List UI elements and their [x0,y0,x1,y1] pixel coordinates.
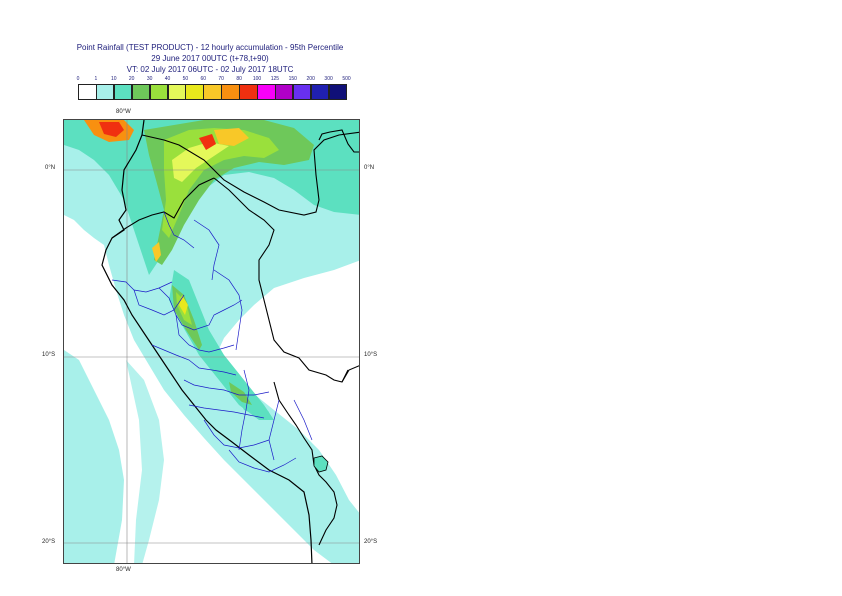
rain-field-medium-2 [169,270,274,420]
legend-tick-label: 125 [270,76,280,82]
legend-swatch [221,84,240,100]
title-line-2: 29 June 2017 00UTC (t+78,t+90) [151,54,269,63]
legend-swatch [257,84,276,100]
border-ecuador-colombia [141,131,359,216]
legend-tick-label: 500 [342,76,351,82]
border-peru-bolivia [273,381,338,546]
legend-swatch [328,84,348,100]
legend-swatch [185,84,204,100]
legend-tick-label: 40 [164,76,171,82]
legend-swatch [239,84,258,100]
legend-swatch [131,84,151,100]
rainfall-map [63,119,360,564]
lat-label-right-0: 0°N [364,165,375,171]
legend-swatch [95,84,115,100]
title-line-1: Point Rainfall (TEST PRODUCT) - 12 hourl… [76,43,344,52]
lat-label-right-20s: 20°S [364,539,378,545]
legend-tick-label: 150 [288,76,297,82]
lat-label-left-20s: 20°S [42,539,56,545]
rain-field-orange [152,242,161,262]
legend-swatch [310,84,330,100]
rain-field-yellow [172,142,229,182]
lat-label-left-10s: 10°S [42,352,56,358]
legend-swatch [203,84,222,100]
legend-swatch [292,84,312,100]
lake-titicaca [313,455,329,473]
legend-tick-label: 80 [236,76,242,82]
legend-tick-label: 200 [306,76,315,82]
legend-tick-label: 0 [76,76,80,82]
legend-tick-label: 50 [182,76,189,82]
rain-field-red-ne [199,134,216,150]
rain-field-medium-east [326,120,359,210]
regional-borders [111,211,313,473]
legend-swatch [167,84,186,100]
legend-tick-label: 300 [324,76,333,82]
legend-swatch [78,84,97,100]
lon-label-bottom: 80°W [116,567,131,573]
border-bolivia-brazil [341,365,359,383]
legend-tick-label: 10 [111,76,117,82]
rain-ocean-band-2 [126,360,164,563]
legend-tick-label: 20 [128,76,135,82]
title-line-3: VT: 02 July 2017 06UTC - 02 July 2017 18… [126,65,294,74]
lat-label-left-0: 0°N [45,165,56,171]
legend-tick-label: 60 [200,76,207,82]
legend-tick-label: 1 [94,76,98,82]
rain-ocean-band [64,350,124,563]
legend-tick-label: 100 [252,76,262,82]
rain-field-red-nw-core [99,122,124,137]
map-canvas [64,120,359,563]
border-peru-brazil [213,177,349,383]
legend-swatch [274,84,294,100]
rain-field-orange-ne [214,128,249,146]
rain-field-yellow-2 [179,295,188,315]
legend-swatch [149,84,169,100]
legend-tick-label: 30 [146,76,153,82]
legend-tick-label: 70 [218,76,224,82]
border-colombia-venezuela [318,129,359,153]
coastline [101,120,313,563]
lat-label-right-10s: 10°S [364,352,378,358]
legend-swatch [113,84,133,100]
lon-label-top: 80°W [116,109,131,115]
rain-field-green-3 [229,382,252,405]
